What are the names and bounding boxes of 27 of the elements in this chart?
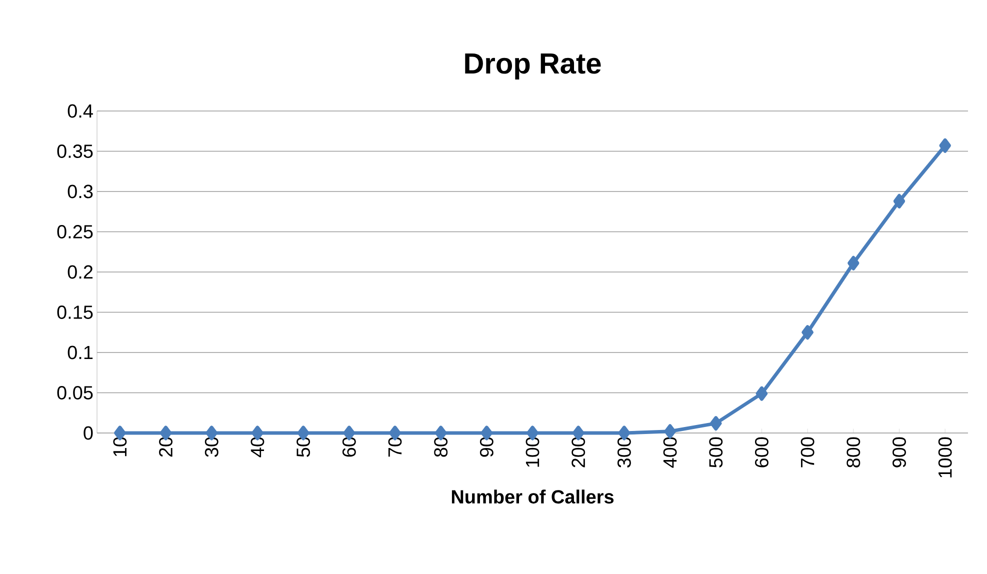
x-axis-title: Number of Callers	[452, 490, 614, 504]
point	[893, 194, 906, 208]
x-tick-label: 300	[617, 437, 631, 468]
y-tick-label: 0.25	[57, 225, 93, 238]
point	[848, 256, 860, 270]
x-tick-label: 200	[572, 437, 586, 468]
x-tick-label: 700	[800, 437, 814, 468]
x-tick-label: 800	[846, 437, 860, 468]
x-tick-label: 900	[892, 437, 906, 468]
point	[710, 416, 722, 431]
chart-title: Drop Rate	[465, 54, 601, 80]
x-tick-label: 500	[709, 437, 723, 468]
x-tick-label: 600	[754, 437, 768, 468]
point	[939, 138, 951, 153]
x-tick-label: 400	[663, 437, 677, 468]
y-tick-label: 0.35	[57, 144, 93, 158]
x-tick-label: 1000	[938, 437, 952, 478]
x-tick-label: 100	[526, 437, 540, 467]
point	[802, 325, 814, 340]
y-tick-label: 0.15	[57, 306, 93, 319]
y-tick-label: 0.2	[68, 265, 93, 279]
y-tick-label: 0.3	[68, 184, 93, 198]
y-tick-label: 0	[84, 426, 93, 440]
y-tick-label: 0.05	[57, 386, 93, 400]
y-tick-label: 0.1	[68, 346, 93, 360]
y-tick-label: 0.4	[68, 104, 93, 118]
point	[756, 386, 768, 401]
